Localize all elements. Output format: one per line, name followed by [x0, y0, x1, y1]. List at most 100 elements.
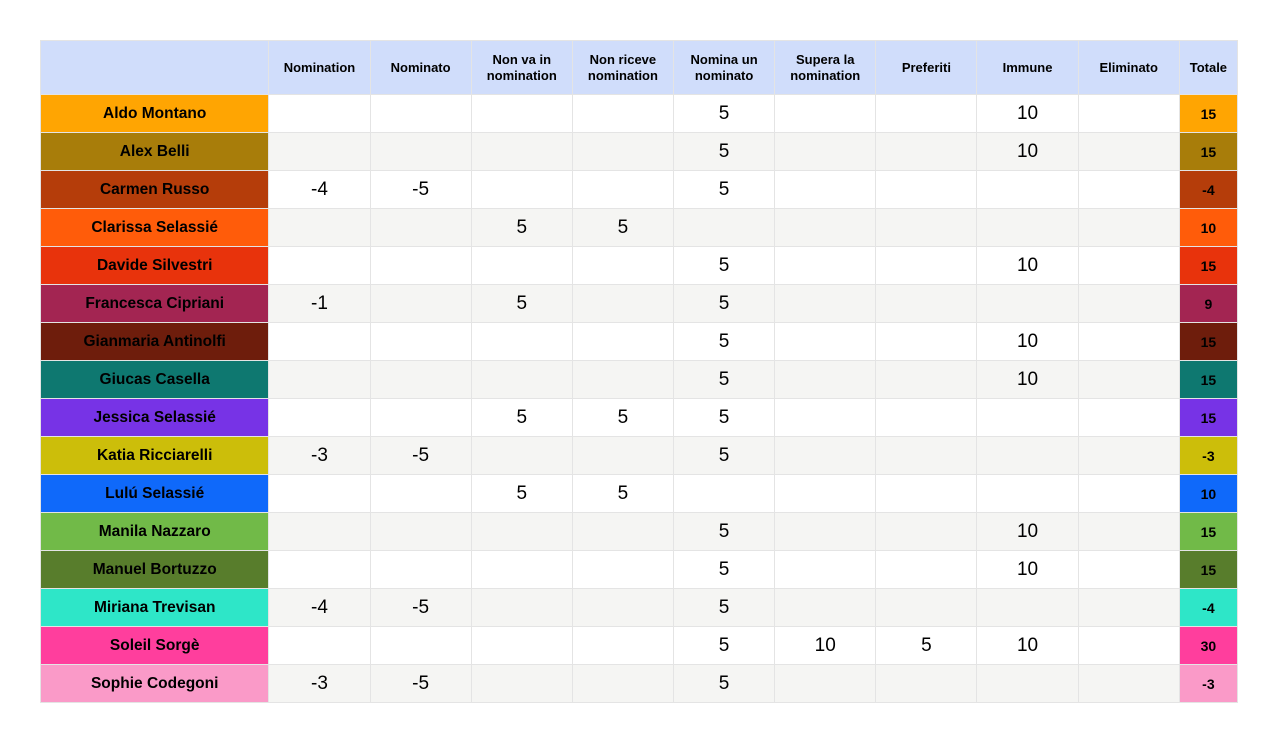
score-cell [470, 132, 573, 171]
score-cell [470, 512, 573, 551]
table-row: Miriana Trevisan -4 -5 5 -4 [39, 588, 1239, 627]
total-cell: -4 [1178, 170, 1239, 209]
contestant-name: Sophie Codegoni [39, 664, 270, 703]
table-row: Alex Belli 5 10 15 [39, 132, 1239, 171]
score-cell [571, 512, 675, 551]
score-cell [875, 94, 978, 133]
score-cell [369, 550, 472, 589]
score-cell [369, 398, 472, 437]
score-cell: 5 [672, 94, 776, 133]
score-cell: 10 [976, 322, 1079, 361]
score-cell [875, 664, 978, 703]
column-header-preferiti: Preferiti [875, 40, 978, 95]
score-cell: 10 [976, 550, 1079, 589]
score-cell: -4 [268, 170, 371, 209]
score-cell: 5 [470, 284, 573, 323]
total-cell: -3 [1178, 436, 1239, 475]
score-cell: 5 [571, 208, 675, 247]
score-cell: 5 [672, 284, 776, 323]
score-cell [774, 170, 877, 209]
contestant-name: Manila Nazzaro [39, 512, 270, 551]
score-cell [571, 626, 675, 665]
score-cell [268, 626, 371, 665]
table-row: Manuel Bortuzzo 5 10 15 [39, 550, 1239, 589]
score-cell [470, 626, 573, 665]
contestant-name: Katia Ricciarelli [39, 436, 270, 475]
contestant-name: Jessica Selassié [39, 398, 270, 437]
score-cell: 5 [672, 322, 776, 361]
contestant-name: Carmen Russo [39, 170, 270, 209]
table-row: Aldo Montano 5 10 15 [39, 94, 1239, 133]
column-header-totale: Totale [1178, 40, 1239, 95]
score-cell [268, 208, 371, 247]
score-cell: 5 [672, 398, 776, 437]
score-cell [774, 436, 877, 475]
score-cell [268, 132, 371, 171]
table-row: Manila Nazzaro 5 10 15 [39, 512, 1239, 551]
score-cell [470, 588, 573, 627]
score-cell [571, 664, 675, 703]
score-cell [571, 246, 675, 285]
score-cell: 5 [672, 588, 776, 627]
contestant-name: Aldo Montano [39, 94, 270, 133]
score-cell [1077, 588, 1180, 627]
corner-cell [39, 40, 270, 95]
column-header-nomina-un-nominato: Nomina un nominato [672, 40, 776, 95]
score-cell: 10 [976, 360, 1079, 399]
score-cell [774, 284, 877, 323]
total-cell: -4 [1178, 588, 1239, 627]
total-cell: 15 [1178, 322, 1239, 361]
score-cell [1077, 360, 1180, 399]
contestant-name: Clarissa Selassié [39, 208, 270, 247]
score-cell [875, 208, 978, 247]
score-cell [571, 284, 675, 323]
score-cell [875, 360, 978, 399]
table-row: Jessica Selassié 5 5 5 15 [39, 398, 1239, 437]
score-cell [774, 664, 877, 703]
total-cell: 15 [1178, 398, 1239, 437]
score-cell [1077, 170, 1180, 209]
score-cell [470, 436, 573, 475]
score-cell [875, 588, 978, 627]
contestant-name: Lulú Selassié [39, 474, 270, 513]
table-row: Soleil Sorgè 5 10 5 10 30 [39, 626, 1239, 665]
total-cell: 15 [1178, 246, 1239, 285]
score-cell [571, 550, 675, 589]
score-cell [976, 398, 1079, 437]
score-cell: 5 [672, 626, 776, 665]
table-row: Carmen Russo -4 -5 5 -4 [39, 170, 1239, 209]
score-cell [774, 512, 877, 551]
score-cell [875, 132, 978, 171]
total-cell: 30 [1178, 626, 1239, 665]
score-cell: 5 [672, 132, 776, 171]
contestant-name: Manuel Bortuzzo [39, 550, 270, 589]
column-header-supera-la-nomination: Supera la nomination [774, 40, 877, 95]
score-cell [470, 664, 573, 703]
score-cell [369, 132, 472, 171]
score-cell [1077, 474, 1180, 513]
points-table: Nomination Nominato Non va in nomination No… [39, 40, 1239, 703]
score-cell [369, 246, 472, 285]
score-cell [571, 588, 675, 627]
score-cell [875, 474, 978, 513]
score-cell [1077, 398, 1180, 437]
score-cell [268, 322, 371, 361]
score-cell [875, 512, 978, 551]
contestant-name: Alex Belli [39, 132, 270, 171]
score-cell: -5 [369, 170, 472, 209]
score-cell [774, 322, 877, 361]
score-cell [1077, 94, 1180, 133]
score-cell [774, 398, 877, 437]
score-cell [976, 208, 1079, 247]
total-cell: 9 [1178, 284, 1239, 323]
score-cell [672, 474, 776, 513]
table-row: Davide Silvestri 5 10 15 [39, 246, 1239, 285]
score-cell [369, 474, 472, 513]
table-row: Francesca Cipriani -1 5 5 9 [39, 284, 1239, 323]
score-cell [976, 588, 1079, 627]
score-cell [774, 132, 877, 171]
score-cell [571, 322, 675, 361]
table-row: Clarissa Selassié 5 5 10 [39, 208, 1239, 247]
total-cell: 10 [1178, 474, 1239, 513]
